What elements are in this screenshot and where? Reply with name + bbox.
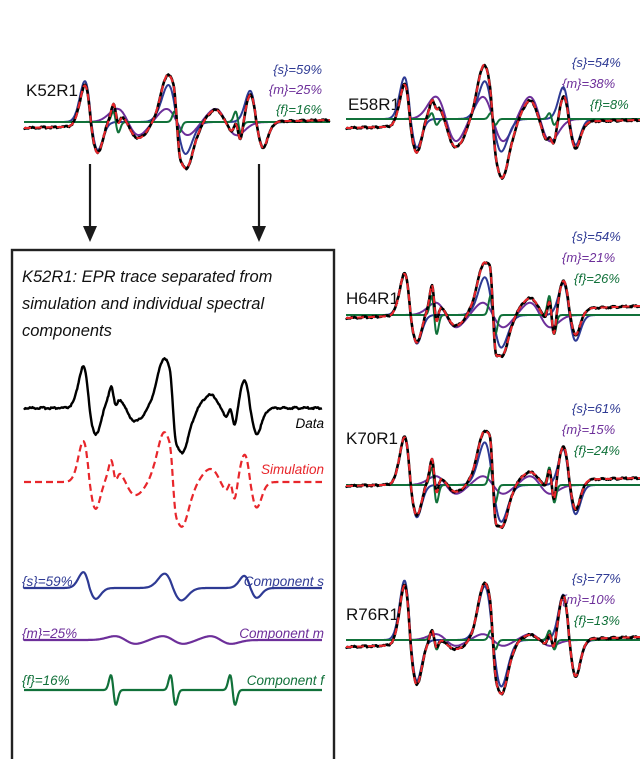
trace-label-component-f: Component f [247, 673, 326, 688]
sample-label-r76r1: R76R1 [346, 605, 399, 624]
arrow-right-head [252, 226, 266, 242]
panel-r76r1: R76R1 {s}=77% {m}=10% {f}=13% [346, 571, 640, 694]
trace-label-simulation: Simulation [261, 462, 324, 477]
pct-f-k70r1: {f}=24% [574, 443, 620, 458]
sample-label-k52r1: K52R1 [26, 81, 78, 100]
pct-s-k70r1: {s}=61% [572, 401, 621, 416]
inset-title-line1: K52R1: EPR trace separated from [22, 268, 272, 286]
pct-m-r76r1: {m}=10% [562, 592, 615, 607]
pct-m-k70r1: {m}=15% [562, 422, 615, 437]
inset-title-line2: simulation and individual spectral [22, 295, 265, 313]
pct-f-r76r1: {f}=13% [574, 613, 620, 628]
pct-m-e58r1: {m}=38% [562, 76, 615, 91]
trace-pct-component-s: {s}=59% [22, 574, 73, 589]
sample-label-k70r1: K70R1 [346, 429, 398, 448]
arrow-left-head [83, 226, 97, 242]
panel-k52r1-overview: K52R1 {s}=59% {m}=25% {f}=16% [24, 62, 330, 169]
panel-e58r1: E58R1 {s}=54% {m}=38% {f}=8% [346, 55, 640, 179]
pct-m-h64r1: {m}=21% [562, 250, 615, 265]
pct-s-h64r1: {s}=54% [572, 229, 621, 244]
trace-label-data: Data [295, 416, 324, 431]
trace-pct-component-f: {f}=16% [22, 673, 70, 688]
trace-label-component-s: Component s [244, 574, 325, 589]
pct-f-h64r1: {f}=26% [574, 271, 620, 286]
inset-title-line3: components [22, 322, 112, 340]
pct-f-k52r1: {f}=16% [276, 102, 322, 117]
panel-k70r1: K70R1 {s}=61% {m}=15% {f}=24% [346, 401, 640, 528]
inset-separated-k52r1: K52R1: EPR trace separated from simulati… [12, 250, 334, 759]
pct-f-e58r1: {f}=8% [590, 97, 629, 112]
sample-label-h64r1: H64R1 [346, 289, 399, 308]
trace-label-component-m: Component m [239, 626, 324, 641]
trace-pct-component-m: {m}=25% [22, 626, 77, 641]
pct-s-k52r1: {s}=59% [273, 62, 322, 77]
pct-s-r76r1: {s}=77% [572, 571, 621, 586]
pct-m-k52r1: {m}=25% [269, 82, 322, 97]
pct-s-e58r1: {s}=54% [572, 55, 621, 70]
arrows [83, 164, 266, 242]
panel-h64r1: H64R1 {s}=54% {m}=21% {f}=26% [346, 229, 640, 357]
sample-label-e58r1: E58R1 [348, 95, 400, 114]
